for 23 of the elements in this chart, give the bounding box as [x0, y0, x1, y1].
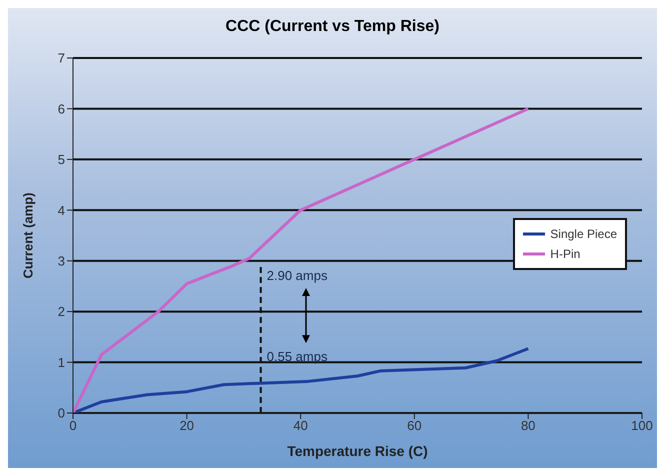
line-series: [73, 347, 530, 413]
line-series: [73, 107, 530, 413]
legend-label: H-Pin: [550, 246, 580, 263]
x-tick-label: 0: [69, 418, 77, 434]
x-tick-label: 20: [180, 418, 194, 434]
legend-label: Single Piece: [550, 226, 617, 243]
y-tick-label: 3: [58, 253, 65, 268]
x-axis-title: Temperature Rise (C): [287, 443, 428, 459]
y-axis-title: Current (amp): [20, 192, 36, 278]
y-tick-label: 0: [58, 406, 65, 421]
y-tick-label: 2: [58, 304, 65, 320]
x-tick-label: 80: [520, 418, 536, 434]
y-tick-label: 1: [58, 354, 65, 370]
y-tick-label: 5: [58, 152, 65, 168]
x-tick-label: 40: [293, 418, 308, 434]
x-tick-label: 100: [631, 418, 653, 434]
y-tick-label: 7: [58, 50, 65, 66]
y-tick-label: 4: [58, 202, 65, 218]
chart-title: CCC (Current vs Temp Rise): [224, 17, 440, 37]
annotation: 2.90 amps: [266, 268, 328, 283]
y-tick-label: 6: [58, 101, 65, 116]
x-tick-label: 60: [407, 418, 422, 434]
annotation: 0.55 amps: [266, 349, 328, 364]
